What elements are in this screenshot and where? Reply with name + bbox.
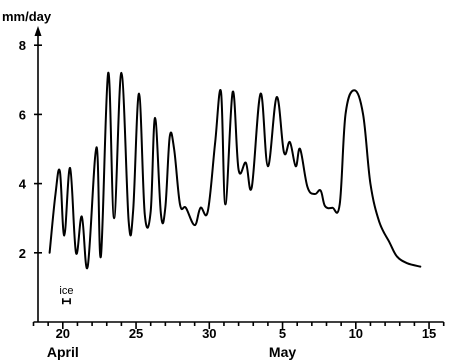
- x-tick-label: 25: [129, 326, 143, 341]
- x-tick-label: 30: [202, 326, 216, 341]
- y-tick-label: 8: [19, 38, 26, 53]
- month-label: April: [47, 344, 79, 360]
- y-axis-ticks: 2 4 6 8: [19, 38, 42, 261]
- y-tick-label: 6: [19, 107, 26, 122]
- x-tick-label: 15: [422, 326, 436, 341]
- series-line: [48, 71, 422, 270]
- annotations: ice: [59, 285, 73, 305]
- series-layer: [48, 71, 422, 270]
- x-tick-label: 5: [279, 326, 286, 341]
- x-axis-ticks: 20 25 30 5 10 15 April May: [32, 322, 445, 360]
- y-tick-label: 4: [19, 177, 27, 192]
- x-tick-label: 10: [349, 326, 363, 341]
- axes: [33, 26, 444, 323]
- x-tick-label: 20: [56, 326, 70, 341]
- ice-label: ice: [59, 285, 73, 297]
- month-label: May: [269, 344, 296, 360]
- y-tick-label: 2: [19, 246, 26, 261]
- y-axis-label: mm/day: [2, 9, 52, 24]
- y-axis-arrow: [34, 26, 42, 36]
